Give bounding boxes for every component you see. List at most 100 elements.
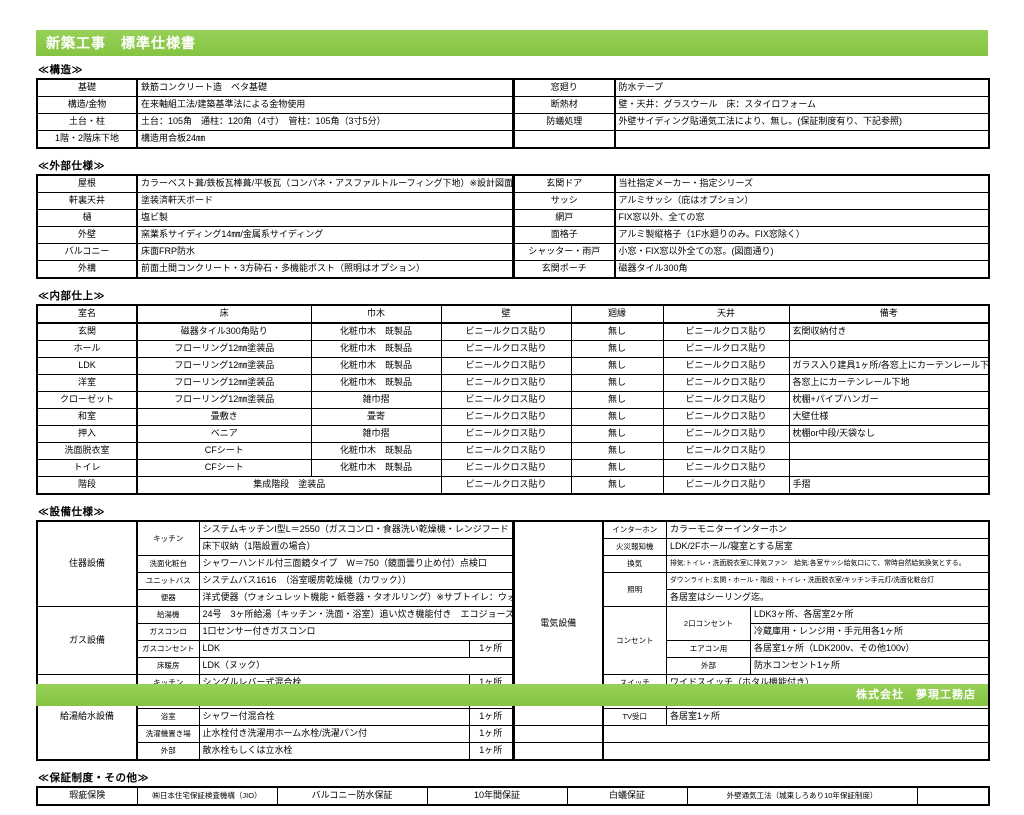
interior-note: 手摺 bbox=[788, 476, 990, 495]
interior-trim: 無し bbox=[570, 340, 664, 358]
interior-room-name: クローゼット bbox=[36, 391, 138, 409]
interior-ceiling: ビニールクロス貼り bbox=[662, 425, 790, 443]
table-row: 階段 集成階段 塗装品 ビニールクロス貼り 無し ビニールクロス貼り 手摺 bbox=[36, 476, 990, 495]
equipment-blank-cell bbox=[514, 742, 604, 761]
interior-ceiling: ビニールクロス貼り bbox=[662, 322, 790, 341]
interior-ceiling: ビニールクロス貼り bbox=[662, 374, 790, 392]
interior-baseboard: 畳寄 bbox=[310, 408, 442, 426]
structure-right-value: 防水テープ bbox=[614, 78, 989, 97]
interior-baseboard: 化粧巾木 既製品 bbox=[310, 340, 442, 358]
section-heading-exterior: ≪外部仕様≫ bbox=[38, 160, 105, 172]
warranty-table: 瑕疵保険 ㈱日本住宅保証検査機構（JIO） バルコニー防水保証 10年間保証 白蟻保証外… bbox=[36, 786, 990, 806]
exterior-left-value: 前面土間コンクリート・3方砕石・多機能ポスト（照明はオプション） bbox=[136, 260, 514, 279]
table-row: LDK フローリング12㎜塗装品 化粧巾木 既製品 ビニールクロス貼り 無し ビニールクロ… bbox=[36, 357, 990, 375]
section-heading-structure: ≪構造≫ bbox=[38, 64, 83, 76]
equipment-item-value: LDK/2Fホール/寝室とする居室 bbox=[666, 538, 990, 556]
interior-ceiling: ビニールクロス貼り bbox=[662, 442, 790, 460]
exterior-left-value: 床面FRP防水 bbox=[136, 243, 514, 261]
section-heading-equipment: ≪設備仕様≫ bbox=[38, 506, 105, 518]
interior-baseboard: 化粧巾木 既製品 bbox=[310, 322, 442, 341]
warranty-cell: 10年間保証 bbox=[426, 786, 568, 806]
structure-right-label bbox=[514, 130, 616, 149]
interior-room-name: 押入 bbox=[36, 425, 138, 443]
equipment-item-value: ダウンライト:玄関・ホール・階段・トイレ・洗面脱衣室/キッチン手元灯/洗面化粧台… bbox=[666, 572, 990, 590]
exterior-left-label: 外構 bbox=[36, 260, 138, 279]
table-row: バルコニー 床面FRP防水 bbox=[36, 243, 514, 261]
interior-room-name: 洗面脱衣室 bbox=[36, 442, 138, 460]
interior-ceiling: ビニールクロス貼り bbox=[662, 391, 790, 409]
interior-trim: 無し bbox=[570, 408, 664, 426]
warranty-cell: ㈱日本住宅保証検査機構（JIO） bbox=[136, 786, 278, 806]
interior-wall: ビニールクロス貼り bbox=[440, 391, 572, 409]
table-row: ユニットバス システムバス1616 （浴室暖房乾燥機（カワック）） bbox=[37, 572, 514, 590]
interior-baseboard: 雑巾摺 bbox=[310, 425, 442, 443]
equipment-blank-cell bbox=[602, 725, 990, 743]
exterior-right-value: 磁器タイル300角 bbox=[614, 260, 989, 279]
interior-column-header: 巾木 bbox=[310, 304, 442, 324]
equipment-item-value: LDK（ヌック） bbox=[198, 657, 514, 675]
interior-wall: ビニールクロス貼り bbox=[440, 408, 572, 426]
structure-table-left: 基礎 鉄筋コンクリート造 ベタ基礎 構造/金物 在来軸組工法/建築基準法による金物使用… bbox=[36, 78, 514, 149]
interior-room-name: 和室 bbox=[36, 408, 138, 426]
page-title: 新築工事 標準仕様書 bbox=[46, 35, 196, 51]
interior-wall: ビニールクロス貼り bbox=[440, 476, 572, 495]
equipment-item-value: システムキッチンI型L＝2550（ガスコンロ・食器洗い乾燥機・レンジフード・キッ… bbox=[198, 520, 514, 539]
table-row: 面格子 アルミ製縦格子（1F水廻りのみ。FIX窓除く） bbox=[514, 226, 989, 244]
interior-header-row: 室名床巾木壁廻縁 天井 備考 bbox=[36, 304, 990, 324]
table-row: ガスコンセント LDK 1ヶ所 bbox=[37, 640, 514, 658]
equipment-item-label: 火災報知機 bbox=[602, 538, 668, 556]
interior-floor: フローリング12㎜塗装品 bbox=[136, 357, 312, 375]
equipment-tables: 住器設備 キッチン システムキッチンI型L＝2550（ガスコンロ・食器洗い乾燥機・レ… bbox=[36, 520, 990, 761]
equipment-item-sublabel: 2口コンセント bbox=[666, 606, 752, 641]
interior-room-name: LDK bbox=[36, 357, 138, 375]
section-warranty: ≪保証制度・その他≫ 瑕疵保険 ㈱日本住宅保証検査機構（JIO） バルコニー防水保証… bbox=[36, 770, 990, 806]
table-row bbox=[514, 130, 989, 149]
table-row: 洗面化粧台 シャワーハンドル付三面鏡タイプ W＝750（鏡面曇り止め付）点検口 bbox=[37, 555, 514, 573]
interior-baseboard: 化粧巾木 既製品 bbox=[310, 442, 442, 460]
warranty-cell: 外壁通気工法（城東しろあり10年保証制度） bbox=[686, 786, 918, 806]
interior-wall: ビニールクロス貼り bbox=[440, 340, 572, 358]
equipment-item-label: 給湯機 bbox=[136, 606, 200, 624]
section-interior: ≪内部仕上≫ 室名床巾木壁廻縁 天井 備考 玄関 磁器タイル300角貼り 化粧巾木 既製… bbox=[36, 288, 990, 495]
warranty-cell: バルコニー防水保証 bbox=[276, 786, 428, 806]
exterior-table-right: 玄関ドア 当社指定メーカー・指定シリーズ サッシ アルミサッシ（庇はオプション） 網戸 F… bbox=[514, 174, 990, 279]
equipment-table-right: 電気設備 インターホン カラーモニターインターホン 火災報知機 LDK/2Fホール/寝室… bbox=[514, 520, 990, 761]
interior-wall: ビニールクロス貼り bbox=[440, 425, 572, 443]
exterior-right-label: サッシ bbox=[514, 192, 616, 210]
table-row: 土台・柱 土台：105角 通柱：120角（4寸） 管柱：105角（3寸5分） bbox=[36, 113, 514, 131]
interior-wall: ビニールクロス貼り bbox=[440, 322, 572, 341]
interior-baseboard: 雑巾摺 bbox=[310, 391, 442, 409]
equipment-item-sublabel: 外部 bbox=[666, 657, 752, 675]
interior-floor: フローリング12㎜塗装品 bbox=[136, 391, 312, 409]
equipment-item-value: システムバス1616 （浴室暖房乾燥機（カワック）） bbox=[198, 572, 514, 590]
warranty-cell bbox=[916, 786, 990, 806]
equipment-item-value: LDK3ヶ所、各居室2ヶ所 bbox=[750, 606, 990, 624]
structure-right-label: 防蟻処理 bbox=[514, 113, 616, 131]
equipment-item-label: 外部 bbox=[136, 742, 200, 761]
table-row: 樋塩ビ製 bbox=[36, 209, 514, 227]
table-row: 防蟻処理 外壁サイディング貼通気工法により、無し。(保証制度有り、下記参照) bbox=[514, 113, 989, 131]
equipment-group-label: 住器設備 bbox=[36, 520, 138, 607]
interior-trim: 無し bbox=[570, 374, 664, 392]
interior-wall: ビニールクロス貼り bbox=[440, 357, 572, 375]
table-row: 押入 ベニア 雑巾摺 ビニールクロス貼り 無し ビニールクロス貼り 枕棚or中段/天袋なし bbox=[36, 425, 990, 443]
interior-note: 枕棚+パイプハンガー bbox=[788, 391, 990, 409]
equipment-item-value: 洋式便器（ウォシュレット機能・紙巻器・タオルリング）※サブトイレ：ウォームレット bbox=[198, 589, 514, 607]
exterior-left-label: 樋 bbox=[36, 209, 138, 227]
table-row: サッシ アルミサッシ（庇はオプション） bbox=[514, 192, 989, 210]
table-row: ホール フローリング12㎜塗装品 化粧巾木 既製品 ビニールクロス貼り 無し ビニールクロ… bbox=[36, 340, 990, 358]
structure-left-value: 構造用合板24㎜ bbox=[136, 130, 514, 149]
interior-column-header: 室名 bbox=[36, 304, 138, 324]
exterior-left-value: 塩ビ製 bbox=[136, 209, 514, 227]
structure-left-label: 土台・柱 bbox=[36, 113, 138, 131]
interior-column-header: 壁 bbox=[440, 304, 572, 324]
interior-room-name: 玄関 bbox=[36, 322, 138, 341]
exterior-left-label: 外壁 bbox=[36, 226, 138, 244]
section-equipment: ≪設備仕様≫ 住器設備 キッチン システムキッチンI型L＝2550（ガスコンロ・食器… bbox=[36, 504, 990, 761]
equipment-item-label: キッチン bbox=[136, 520, 200, 556]
interior-baseboard: 化粧巾木 既製品 bbox=[310, 357, 442, 375]
equipment-item-value: 24号 3ヶ所給湯（キッチン・洗面・浴室）追い炊き機能付き エコジョーズ bbox=[198, 606, 514, 624]
interior-note bbox=[788, 459, 990, 477]
structure-left-label: 基礎 bbox=[36, 78, 138, 97]
interior-ceiling: ビニールクロス貼り bbox=[662, 408, 790, 426]
